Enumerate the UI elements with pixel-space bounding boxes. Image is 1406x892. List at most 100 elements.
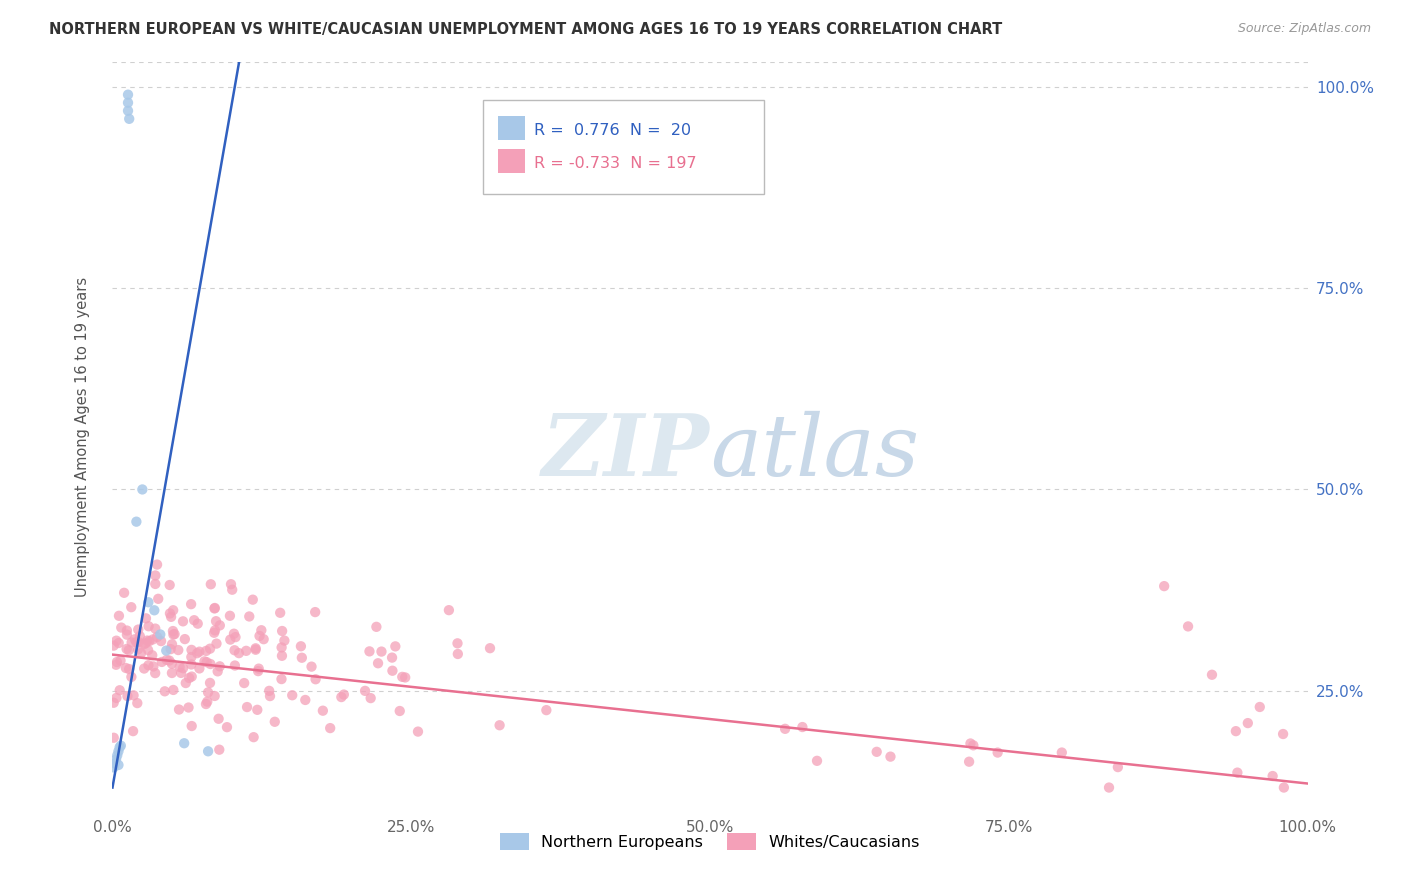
Point	[208, 742, 231, 756]
Point	[177, 700, 200, 714]
Point	[273, 633, 295, 648]
Point	[205, 614, 228, 628]
Point	[143, 666, 166, 681]
Point	[291, 650, 314, 665]
Point	[180, 650, 202, 665]
Point	[1153, 579, 1175, 593]
Point	[312, 704, 335, 718]
Point	[107, 758, 129, 772]
Point	[238, 609, 260, 624]
Point	[153, 684, 176, 698]
Point	[1050, 746, 1073, 760]
Point	[174, 676, 197, 690]
Point	[962, 739, 984, 753]
Point	[290, 640, 312, 654]
Point	[207, 665, 229, 679]
Point	[160, 665, 183, 680]
Point	[1249, 700, 1271, 714]
Point	[187, 616, 209, 631]
Point	[195, 644, 218, 658]
Point	[120, 600, 142, 615]
Point	[172, 615, 194, 629]
Point	[270, 640, 292, 655]
Point	[959, 737, 981, 751]
Point	[879, 749, 901, 764]
Point	[224, 630, 246, 644]
Point	[446, 636, 468, 650]
Point	[118, 112, 141, 126]
Point	[115, 628, 138, 642]
Point	[259, 689, 281, 703]
Point	[105, 752, 128, 766]
Point	[304, 605, 326, 619]
Point	[202, 625, 225, 640]
Point	[172, 661, 194, 675]
Point	[204, 601, 226, 615]
Point	[224, 643, 246, 657]
Point	[384, 640, 406, 654]
Point	[124, 632, 146, 647]
Point	[149, 627, 172, 641]
Point	[247, 662, 270, 676]
Point	[333, 688, 356, 702]
Point	[150, 634, 173, 648]
Point	[160, 637, 183, 651]
Point	[219, 632, 242, 647]
Point	[183, 613, 205, 627]
Point	[160, 610, 183, 624]
Point	[112, 586, 135, 600]
Point	[250, 624, 273, 638]
Point	[108, 683, 131, 698]
Point	[957, 755, 980, 769]
Point	[138, 619, 160, 633]
Point	[180, 643, 202, 657]
Point	[271, 648, 294, 663]
Point	[115, 661, 138, 675]
FancyBboxPatch shape	[499, 116, 524, 140]
Point	[197, 685, 219, 699]
Point	[354, 684, 377, 698]
Point	[245, 641, 267, 656]
Point	[127, 642, 149, 657]
Point	[105, 633, 128, 648]
Point	[207, 712, 229, 726]
Point	[162, 624, 184, 638]
Point	[148, 591, 170, 606]
Point	[146, 558, 169, 572]
Point	[150, 655, 173, 669]
Point	[866, 745, 889, 759]
FancyBboxPatch shape	[499, 149, 524, 172]
Text: R = -0.733  N = 197: R = -0.733 N = 197	[534, 156, 697, 171]
Point	[104, 756, 127, 771]
Point	[105, 655, 128, 669]
Point	[105, 657, 128, 672]
Point	[134, 637, 156, 651]
Point	[179, 671, 201, 685]
Point	[245, 642, 267, 657]
Point	[200, 657, 222, 671]
Point	[141, 648, 163, 663]
Point	[388, 704, 411, 718]
Point	[118, 643, 141, 657]
Point	[143, 568, 166, 582]
Point	[105, 748, 128, 763]
Point	[381, 664, 404, 678]
Point	[135, 636, 157, 650]
Point	[221, 582, 243, 597]
Point	[367, 657, 389, 671]
Point	[125, 635, 148, 649]
Point	[117, 103, 139, 118]
Point	[108, 608, 131, 623]
Point	[198, 676, 221, 690]
Point	[208, 659, 231, 673]
Point	[269, 606, 291, 620]
Point	[806, 754, 828, 768]
Point	[110, 621, 132, 635]
Point	[117, 95, 139, 110]
Point	[142, 632, 165, 647]
FancyBboxPatch shape	[484, 100, 763, 194]
Text: ZIP: ZIP	[543, 410, 710, 494]
Point	[1225, 724, 1247, 739]
Point	[103, 639, 125, 653]
Point	[103, 731, 125, 745]
